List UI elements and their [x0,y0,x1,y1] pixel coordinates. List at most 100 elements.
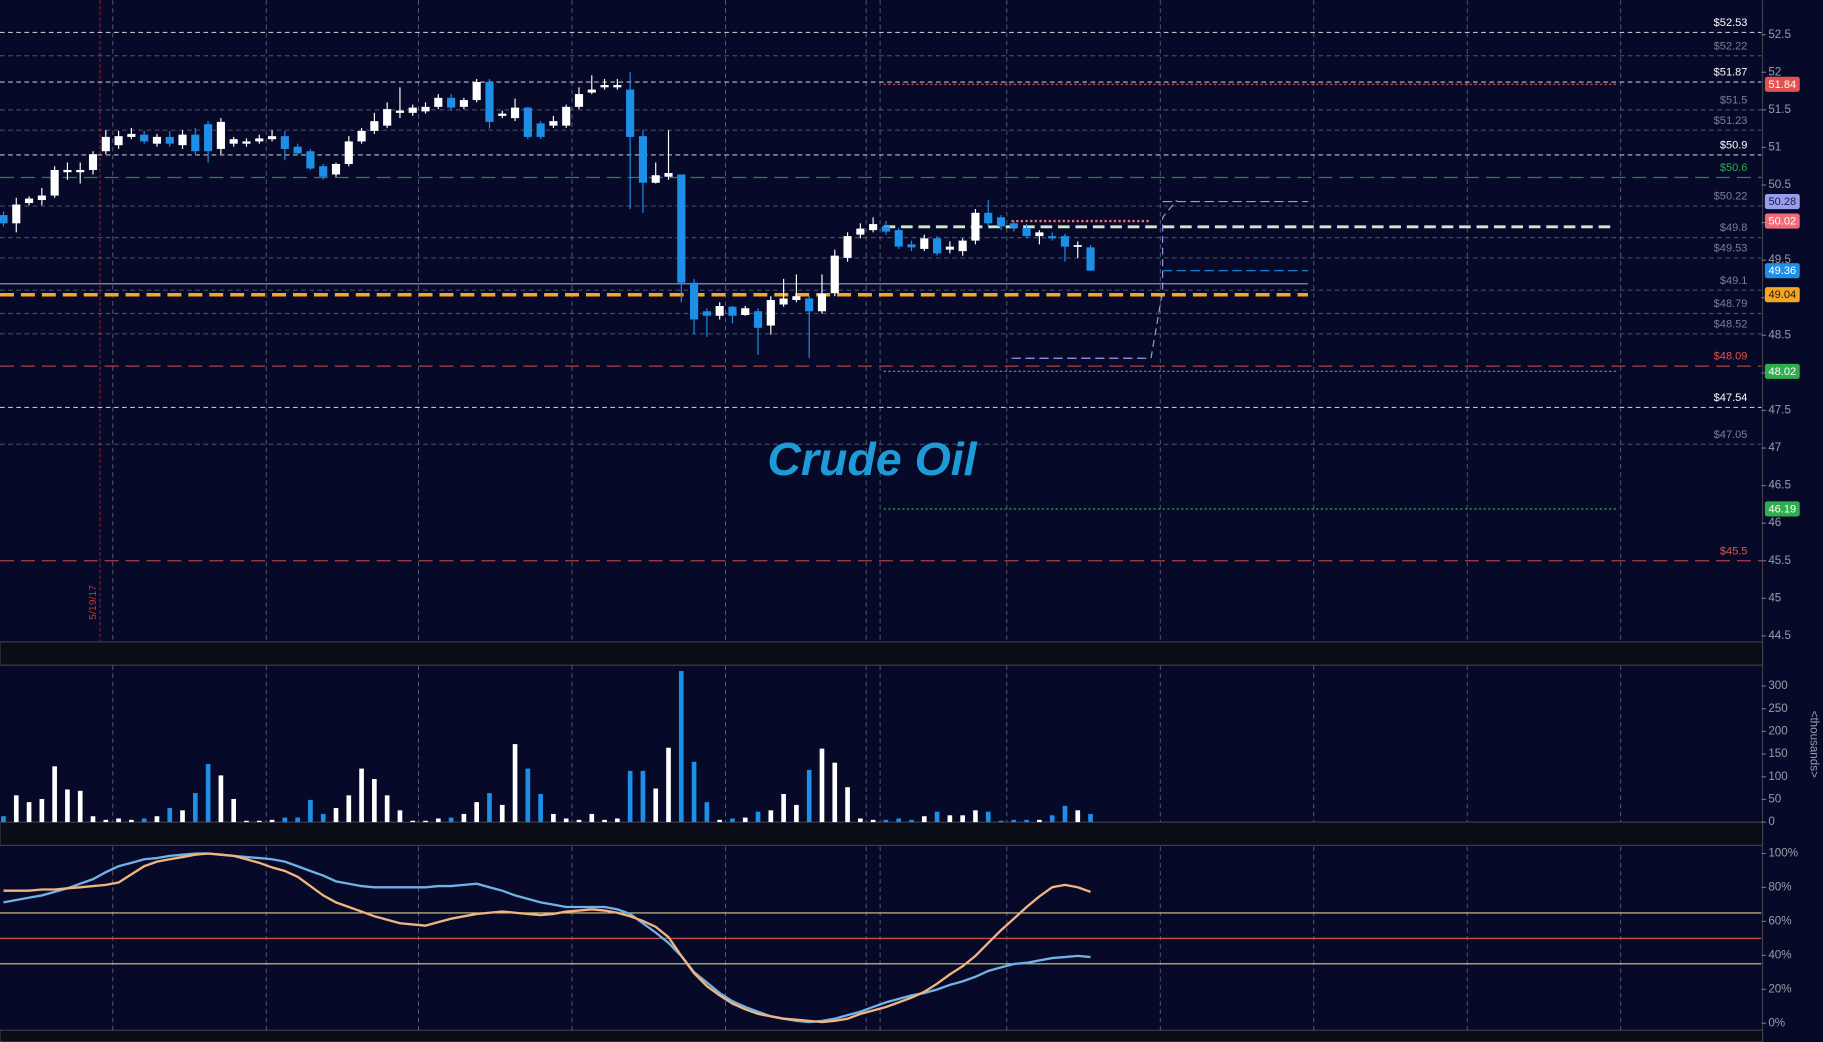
level-label: $47.05 [1714,429,1748,441]
volume-bar [627,770,633,823]
y-tick-label: 100 [1768,770,1787,783]
candle-body [856,228,865,235]
candle-body [690,282,699,320]
candle-body [204,124,213,152]
volume-bar [742,817,748,823]
candle-body [344,141,353,164]
y-tick-label: 46 [1768,516,1781,529]
candle-body [792,296,801,300]
price-badge-label: 48.02 [1769,366,1797,378]
y-tick-label: 49.5 [1768,253,1791,266]
candle-body [152,136,162,144]
volume-bar [1,816,6,823]
y-tick-label: 0% [1768,1016,1785,1029]
candle-body [945,246,954,250]
candle-body [766,299,775,326]
level-label: $52.53 [1714,17,1748,29]
candle-body [421,106,430,112]
y-tick-label: 51.5 [1768,103,1791,116]
volume-bar [77,790,83,823]
panel-separator [0,821,1764,846]
volume-bar [129,819,134,823]
volume-bar [921,816,927,823]
candle-body [984,212,993,224]
candle-body [843,236,852,258]
price-badge [1764,501,1800,517]
volume-bar [1075,810,1081,823]
candle-body [779,298,788,305]
volume-bar [410,820,416,823]
candle-body [881,226,890,232]
price-badge [1764,363,1800,379]
candle-body [907,244,916,248]
panel-separator [0,1029,1764,1042]
volume-bar [487,793,492,823]
candle-body [1009,223,1018,228]
volume-bar [563,818,569,823]
candle-body [293,146,302,154]
date-annotation: 5/19/17 [88,585,99,620]
volume-bar [359,768,364,823]
candle-body [510,107,520,119]
volume-bar [52,766,57,823]
candle-body [50,169,59,196]
candle-body [869,224,878,231]
volume-bar [26,802,32,823]
y-tick-label: 51 [1768,140,1781,153]
y-tick-label: 0 [1768,815,1774,828]
volume-bar [666,747,671,823]
volume-bar [691,761,697,823]
volume-bar [653,788,659,823]
candle-body [127,133,136,137]
candle-body [0,215,8,224]
volume-bar [346,795,352,823]
grid-layer: 44.54545.54646.54747.54848.54949.55050.5… [0,0,1798,1031]
volume-bar [103,819,109,823]
volume-bar [90,816,96,823]
candle-body [12,204,21,224]
y-tick-label: 46.5 [1768,479,1791,492]
level-label: $48.79 [1714,298,1748,310]
price-badge-label: 50.02 [1769,216,1797,228]
volume-bar [423,820,428,823]
candle-body [536,123,545,137]
volume-bar [602,819,607,823]
candle-body [613,85,622,88]
price-badge-label: 49.04 [1769,289,1797,301]
volume-bar [295,817,300,823]
candle-body [242,141,251,144]
volume-bar [39,798,45,823]
oscillator-line [3,852,1091,1024]
volume-bar [116,818,121,823]
volume-bar [947,815,953,823]
volume-bar [1049,815,1055,823]
volume-bar [781,793,786,823]
candle-body [1022,227,1031,237]
volume-bar [448,817,454,823]
volume-bar [832,762,838,823]
level-label: $49.53 [1714,243,1748,255]
level-label: $52.22 [1714,40,1748,52]
price-badge [1764,213,1800,229]
level-label: $50.9 [1720,140,1748,152]
volume-bar [320,813,326,823]
y-tick-label: 47 [1768,441,1781,454]
chart-title: Crude Oil [767,433,977,485]
level-label: $48.09 [1714,351,1748,363]
volume-axis-label: <thousands> [1808,711,1821,778]
candle-body [395,110,405,113]
candle-body [331,163,341,175]
candle-body [216,121,225,149]
candle-body [549,121,558,126]
volume-bar [218,775,224,823]
candle-body [229,139,238,144]
price-badge-label: 51.84 [1769,79,1797,91]
candle-body [357,130,366,142]
candle-body [447,97,456,108]
candle-body [587,89,596,93]
candle-body [523,107,532,137]
volume-bar [985,811,991,823]
